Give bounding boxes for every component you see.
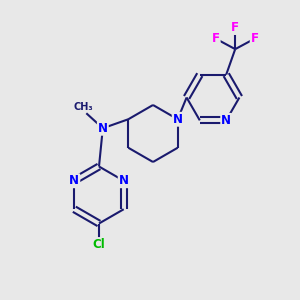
Text: CH₃: CH₃ — [74, 102, 93, 112]
Text: F: F — [251, 32, 259, 45]
Text: Cl: Cl — [93, 238, 105, 251]
Text: F: F — [231, 21, 239, 34]
Text: N: N — [221, 114, 231, 127]
Text: N: N — [98, 122, 108, 135]
Text: N: N — [173, 113, 183, 126]
Text: F: F — [212, 32, 220, 45]
Text: N: N — [119, 174, 129, 187]
Text: N: N — [69, 174, 79, 187]
